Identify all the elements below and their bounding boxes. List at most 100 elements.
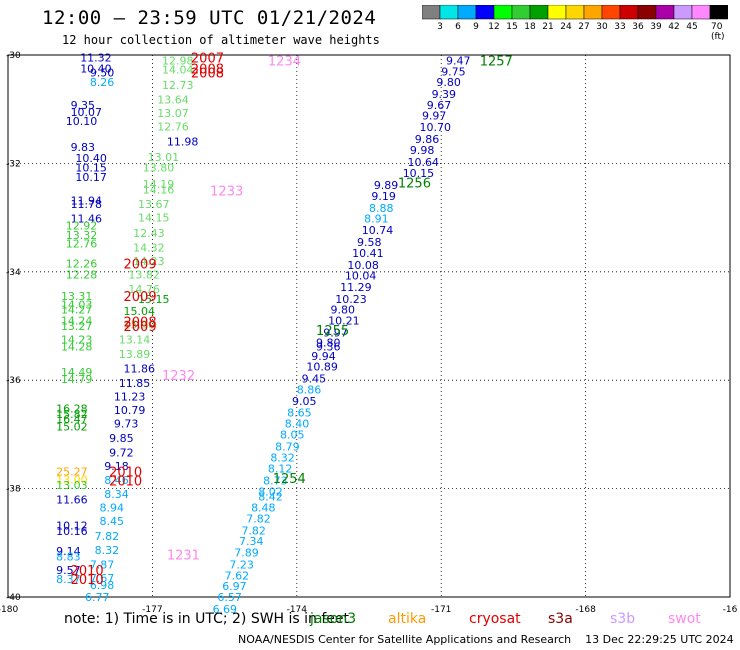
wave-height-label: 9.19 — [371, 190, 396, 203]
wave-height-label: 10.74 — [362, 224, 394, 237]
wave-height-label: 9.47 — [446, 54, 471, 67]
wave-height-label: 12.76 — [66, 238, 98, 251]
wave-height-label: 8.32 — [270, 452, 295, 465]
wave-height-label: 14.16 — [143, 183, 175, 196]
wave-height-label: 9.39 — [432, 88, 457, 101]
wave-height-label: 8.79 — [275, 440, 300, 453]
wave-height-label: 11.86 — [124, 362, 155, 375]
wave-height-label: 13.32 — [66, 229, 98, 242]
wave-height-label: 12.26 — [66, 258, 98, 271]
wave-height-label: 8.73 — [263, 474, 288, 487]
track-number-label: 2008 — [191, 63, 224, 78]
lon-tick-label: -177 — [142, 605, 162, 615]
wave-height-label: 11.46 — [71, 213, 103, 226]
wave-height-label: 13.01 — [148, 151, 180, 164]
wave-height-label: 13.64 — [157, 93, 189, 106]
wave-height-label: 13.03 — [56, 479, 87, 492]
wave-height-label: 8.46 — [104, 474, 128, 487]
lon-tick-label: -168 — [575, 605, 596, 615]
wave-height-label: 7.82 — [95, 530, 120, 543]
lat-tick-label: -30 — [6, 51, 21, 61]
wave-height-label: 14.79 — [61, 373, 93, 386]
wave-height-label: 13.07 — [157, 107, 189, 120]
wave-height-label: 10.21 — [328, 315, 360, 328]
wave-height-label: 15.04 — [124, 305, 155, 318]
wave-height-label: 10.15 — [403, 167, 435, 180]
wave-height-label: 10.64 — [408, 156, 440, 169]
track-number-label: 2008 — [124, 316, 157, 331]
colorbar-label: 9 — [473, 22, 479, 32]
legend-row: note: 1) Time is in UTC; 2) SWH is in fe… — [64, 611, 740, 629]
wave-height-label: 14.27 — [61, 304, 93, 317]
wave-height-label: 13.89 — [119, 348, 151, 361]
wave-height-label: 9.50 — [90, 66, 115, 79]
track-number-label: 2008 — [191, 66, 224, 81]
wave-height-label: 15.02 — [56, 420, 87, 433]
wave-height-label: 14.23 — [133, 255, 165, 268]
wave-height-label: 8.02 — [258, 485, 283, 498]
wave-height-label: 14.23 — [61, 334, 93, 347]
wave-height-label: 9.85 — [109, 432, 134, 445]
wave-height-label: 10.23 — [335, 293, 367, 306]
colorbar-label: 18 — [524, 22, 536, 32]
wave-height-label: 11.85 — [119, 377, 151, 390]
wave-height-label: 15.30 — [124, 318, 155, 331]
wave-height-label: 6.98 — [90, 579, 115, 592]
wave-height-label: 15.15 — [138, 293, 170, 306]
wave-height-label: 7.82 — [241, 524, 265, 537]
map-subtitle: 12 hour collection of altimeter wave hei… — [62, 33, 380, 47]
wave-height-label: 9.57 — [56, 564, 80, 577]
wave-height-label: 12.92 — [66, 220, 98, 233]
wave-height-label: 9.18 — [104, 460, 128, 473]
legend-jason3: jason3 — [310, 611, 357, 627]
colorbar-label: 30 — [596, 22, 608, 32]
legend-note: note: 1) Time is in UTC; 2) SWH is in fe… — [64, 611, 350, 627]
wave-height-label: 9.98 — [410, 144, 435, 157]
colorbar-label: 45 — [686, 22, 698, 32]
wave-height-label: 13.27 — [61, 320, 93, 333]
wave-height-label: 9.80 — [330, 304, 355, 317]
wave-height-label: 8.37 — [56, 573, 80, 586]
wave-height-label: 7.34 — [239, 535, 263, 548]
wave-height-label: 16.28 — [56, 402, 87, 415]
wave-height-label: 8.86 — [297, 383, 322, 396]
wave-height-label: 11.29 — [340, 281, 372, 294]
track-number-label: 2009 — [124, 258, 157, 273]
wave-height-label: 8.65 — [287, 407, 312, 420]
wave-height-label: 9.14 — [56, 545, 80, 558]
wave-height-label: 9.80 — [316, 336, 341, 349]
wave-height-label: 13.82 — [128, 269, 160, 282]
wave-height-label: 8.91 — [364, 213, 389, 226]
wave-height-label: 7.11 — [208, 614, 233, 615]
track-number-label: 2009 — [124, 320, 157, 335]
wave-height-label: 14.03 — [61, 298, 93, 311]
colorbar-label: 33 — [614, 22, 626, 32]
wave-height-label: 13.31 — [61, 290, 93, 303]
wave-height-label: 10.89 — [306, 361, 338, 374]
wave-height-label: 8.12 — [268, 463, 293, 476]
wave-height-label: 11.32 — [80, 52, 112, 65]
wave-height-label: 7.89 — [234, 547, 259, 560]
wave-height-label: 10.08 — [347, 259, 379, 272]
wave-height-label: 8.48 — [251, 502, 276, 515]
wave-height-label: 7.67 — [90, 572, 115, 585]
track-number-label: 1256 — [398, 176, 431, 191]
wave-height-label: 10.17 — [75, 171, 107, 184]
map-title: 12:00 — 23:59 UTC 01/21/2024 — [42, 7, 377, 29]
wave-height-label: 6.57 — [217, 591, 242, 604]
wave-height-label: 8.88 — [369, 202, 394, 215]
wave-height-label: 9.97 — [422, 110, 447, 123]
track-number-label: 2010 — [109, 465, 142, 480]
wave-height-label: 9.83 — [71, 141, 96, 154]
wave-height-label: 12.28 — [66, 269, 98, 282]
wave-height-label: 9.45 — [302, 373, 327, 386]
wave-height-label: 10.04 — [345, 270, 377, 283]
wave-height-label: 8.05 — [280, 428, 305, 441]
wave-height-label: 8.94 — [99, 502, 124, 515]
track-number-label: 1257 — [480, 54, 513, 69]
wave-height-label: 14.15 — [138, 212, 170, 225]
lon-tick-label: -180 — [0, 605, 18, 615]
wave-height-label: 10.10 — [66, 115, 98, 128]
wave-height-label: 9.80 — [436, 76, 461, 89]
wave-height-label: 11.66 — [56, 493, 87, 506]
